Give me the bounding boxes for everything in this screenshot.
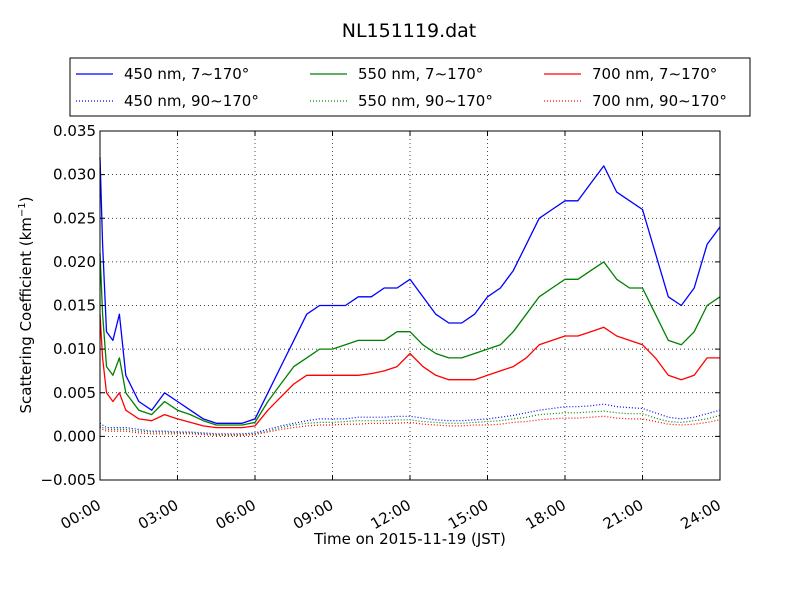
series-line-5: [99, 410, 721, 436]
series-line-4: [99, 403, 721, 435]
y-tick-label: 0.005: [53, 384, 96, 402]
series-line-2: [99, 253, 721, 426]
y-tick-label: 0.010: [53, 340, 96, 358]
y-tick-label: 0.025: [53, 209, 96, 227]
legend-box: [69, 57, 751, 117]
y-axis-label-exponent: −1: [17, 202, 28, 217]
legend-label: 700 nm, 7∼170°: [592, 65, 717, 83]
chart-title: NL151119.dat: [342, 20, 477, 42]
legend-label: 550 nm, 7∼170°: [358, 65, 483, 83]
tick-marks: [99, 130, 721, 481]
y-axis-label: Scattering Coefficient (km−1): [17, 196, 35, 413]
y-axis-label-main: Scattering Coefficient (km: [17, 217, 35, 413]
legend-label: 450 nm, 7∼170°: [124, 65, 249, 83]
y-tick-label: 0.035: [53, 122, 96, 140]
y-tick-label: −0.005: [40, 471, 96, 489]
legend-items: 450 nm, 7∼170° 550 nm, 7∼170° 700 nm, 7∼17…: [76, 65, 727, 110]
y-axis-label-group: Scattering Coefficient (km−1): [17, 196, 35, 413]
legend-label: 450 nm, 90∼170°: [124, 92, 259, 110]
grid: [100, 131, 720, 480]
series-line-3: [99, 314, 720, 429]
x-axis-label: Time on 2015-11-19 (JST): [313, 530, 506, 548]
y-tick-label: 0.030: [53, 166, 96, 184]
y-tick-label: 0.020: [53, 253, 96, 271]
y-axis-label-close: ): [17, 196, 35, 202]
y-tick-label: 0.000: [53, 427, 96, 445]
y-tick-labels: −0.005 0.000 0.005 0.010 0.015 0.020 0.025 0.03…: [40, 122, 96, 489]
legend-label: 700 nm, 90∼170°: [592, 92, 727, 110]
legend-label: 550 nm, 90∼170°: [358, 92, 493, 110]
y-tick-label: 0.015: [53, 297, 96, 315]
series-layer: [99, 157, 721, 437]
legend: 450 nm, 7∼170° 550 nm, 7∼170° 700 nm, 7∼17…: [69, 57, 751, 117]
series-line-1: [99, 157, 721, 424]
series-line-6: [99, 415, 721, 437]
